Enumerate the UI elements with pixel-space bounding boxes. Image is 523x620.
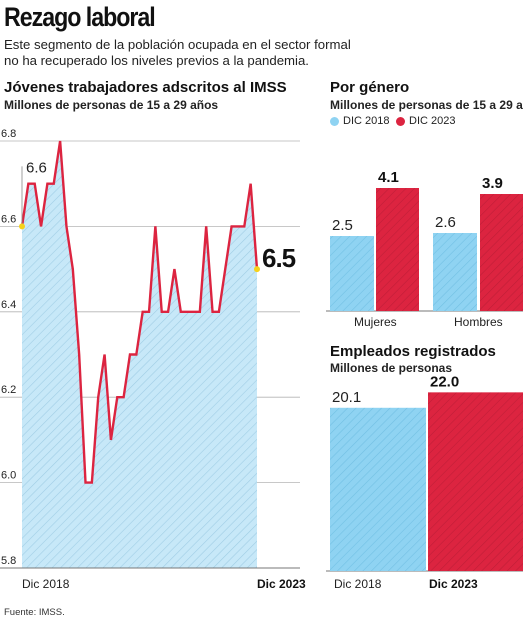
x-label-end: Dic 2023 — [257, 577, 306, 591]
gender-category-label: Mujeres — [354, 315, 397, 329]
line-chart-title: Jóvenes trabajadores adscritos al IMSS — [4, 79, 287, 96]
y-tick-label: 5.8 — [1, 555, 16, 567]
source-note: Fuente: IMSS. — [4, 607, 65, 618]
series-line — [20, 140, 259, 484]
gender-bar — [330, 236, 374, 311]
employees-category-label: Dic 2023 — [429, 577, 478, 591]
y-tick-label: 6.4 — [1, 299, 16, 311]
employees-bar — [330, 407, 426, 571]
y-tick-label: 6.0 — [1, 470, 16, 482]
y-tick-label: 6.2 — [1, 384, 16, 396]
gender-category-label: Hombres — [454, 315, 503, 329]
end-value-label: 6.5 — [262, 243, 296, 273]
employees-chart-title: Empleados registrados — [330, 343, 496, 360]
line-area-fill — [22, 141, 257, 568]
start-marker — [19, 223, 25, 230]
employees-bar — [428, 392, 523, 571]
start-value-label: 6.6 — [26, 159, 47, 176]
gender-value-label: 3.9 — [482, 175, 503, 192]
employees-chart-subtitle: Millones de personas — [330, 361, 453, 375]
y-tick-label: 6.6 — [1, 213, 16, 225]
gender-value-label: 2.6 — [435, 214, 456, 231]
legend-dic-2023: DIC 2023 — [396, 115, 455, 127]
gender-value-label: 4.1 — [378, 169, 399, 186]
gender-bar — [376, 188, 419, 311]
legend-label: DIC 2023 — [409, 115, 456, 127]
legend-red-dot — [396, 116, 405, 126]
subtitle-line-1: Este segmento de la población ocupada en… — [4, 37, 351, 52]
legend-dic-2018: DIC 2018 — [330, 115, 389, 127]
gender-chart-title: Por género — [330, 79, 410, 96]
employees-value-label: 20.1 — [332, 389, 361, 406]
gender-bar — [480, 194, 523, 311]
subtitle-line-2: no ha recuperado los niveles previos a l… — [4, 53, 309, 68]
gender-value-label: 2.5 — [332, 217, 353, 234]
line-chart-subtitle: Millones de personas de 15 a 29 años — [4, 98, 219, 112]
legend-blue-dot — [330, 116, 339, 126]
y-tick-label: 6.8 — [1, 128, 16, 140]
employees-category-label: Dic 2018 — [334, 577, 382, 591]
employees-value-label: 22.0 — [430, 373, 459, 390]
x-label-start: Dic 2018 — [22, 577, 70, 591]
page-title: Rezago laboral — [4, 2, 156, 32]
gender-bar — [433, 233, 477, 311]
gender-chart-subtitle: Millones de personas de 15 a 29 años — [330, 98, 523, 112]
legend-label: DIC 2018 — [343, 115, 390, 127]
end-marker — [254, 266, 260, 273]
